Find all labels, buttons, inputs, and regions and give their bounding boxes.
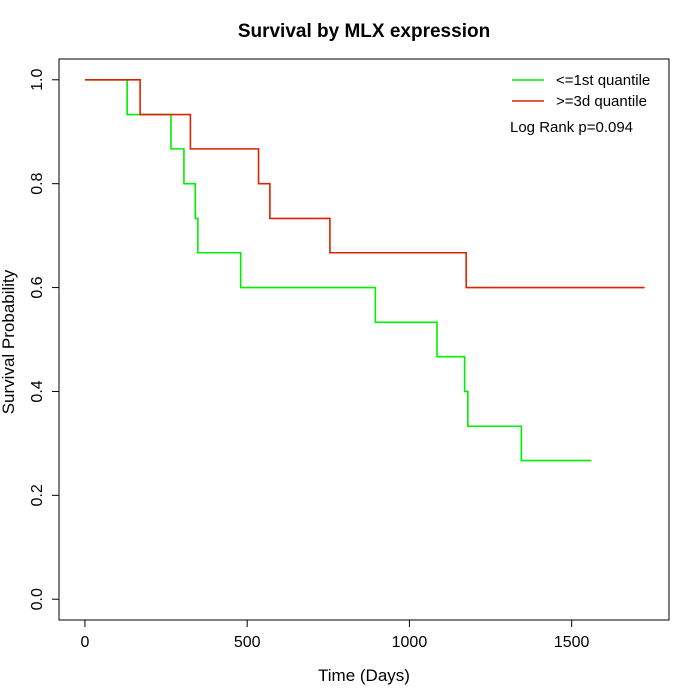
survival-curve-2 (84, 78, 645, 289)
legend: <=1st quantile >=3d quantile (512, 72, 650, 110)
y-tick-label: 0.8 (29, 172, 46, 194)
legend-label: <=1st quantile (556, 72, 650, 89)
series-layer (84, 78, 645, 462)
log-rank-annotation: Log Rank p=0.094 (510, 119, 633, 136)
y-axis: 0.0 0.2 0.4 0.6 0.8 1.0 (29, 69, 59, 610)
survival-curve-1 (84, 78, 592, 462)
x-axis: 0 500 1000 1500 (81, 620, 590, 651)
y-tick-label: 1.0 (29, 69, 46, 91)
y-axis-label: Survival Probability (0, 269, 18, 414)
x-axis-label: Time (Days) (318, 666, 410, 685)
legend-label: >=3d quantile (556, 93, 647, 110)
y-tick-label: 0.6 (29, 276, 46, 298)
y-tick-label: 0.4 (29, 380, 46, 402)
plot-frame (58, 58, 670, 621)
y-tick-label: 0.2 (29, 484, 46, 506)
y-tick-label: 0.0 (29, 588, 46, 610)
x-tick-label: 1000 (392, 634, 428, 651)
x-tick-label: 0 (81, 634, 90, 651)
x-tick-label: 1500 (554, 634, 590, 651)
x-tick-label: 500 (234, 634, 261, 651)
chart-title: Survival by MLX expression (238, 21, 490, 42)
